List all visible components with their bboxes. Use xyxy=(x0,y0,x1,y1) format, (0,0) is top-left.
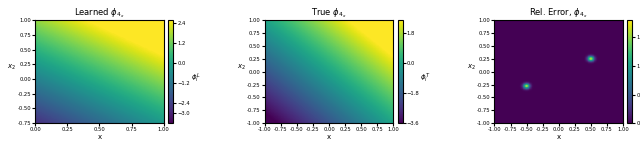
Y-axis label: $\phi_i^L$: $\phi_i^L$ xyxy=(191,72,200,85)
Title: Rel. Error, $\phi_{4_x}$: Rel. Error, $\phi_{4_x}$ xyxy=(529,6,588,20)
X-axis label: x: x xyxy=(97,134,102,140)
Y-axis label: $x_2$: $x_2$ xyxy=(8,62,17,72)
Title: True $\phi_{4_x}$: True $\phi_{4_x}$ xyxy=(311,6,347,20)
Y-axis label: $\phi_i^T$: $\phi_i^T$ xyxy=(420,72,431,85)
Y-axis label: $x_2$: $x_2$ xyxy=(237,62,246,72)
X-axis label: x: x xyxy=(557,134,561,140)
Title: Learned $\phi_{4_x}$: Learned $\phi_{4_x}$ xyxy=(74,6,125,20)
Y-axis label: $x_2$: $x_2$ xyxy=(467,62,476,72)
X-axis label: x: x xyxy=(327,134,331,140)
